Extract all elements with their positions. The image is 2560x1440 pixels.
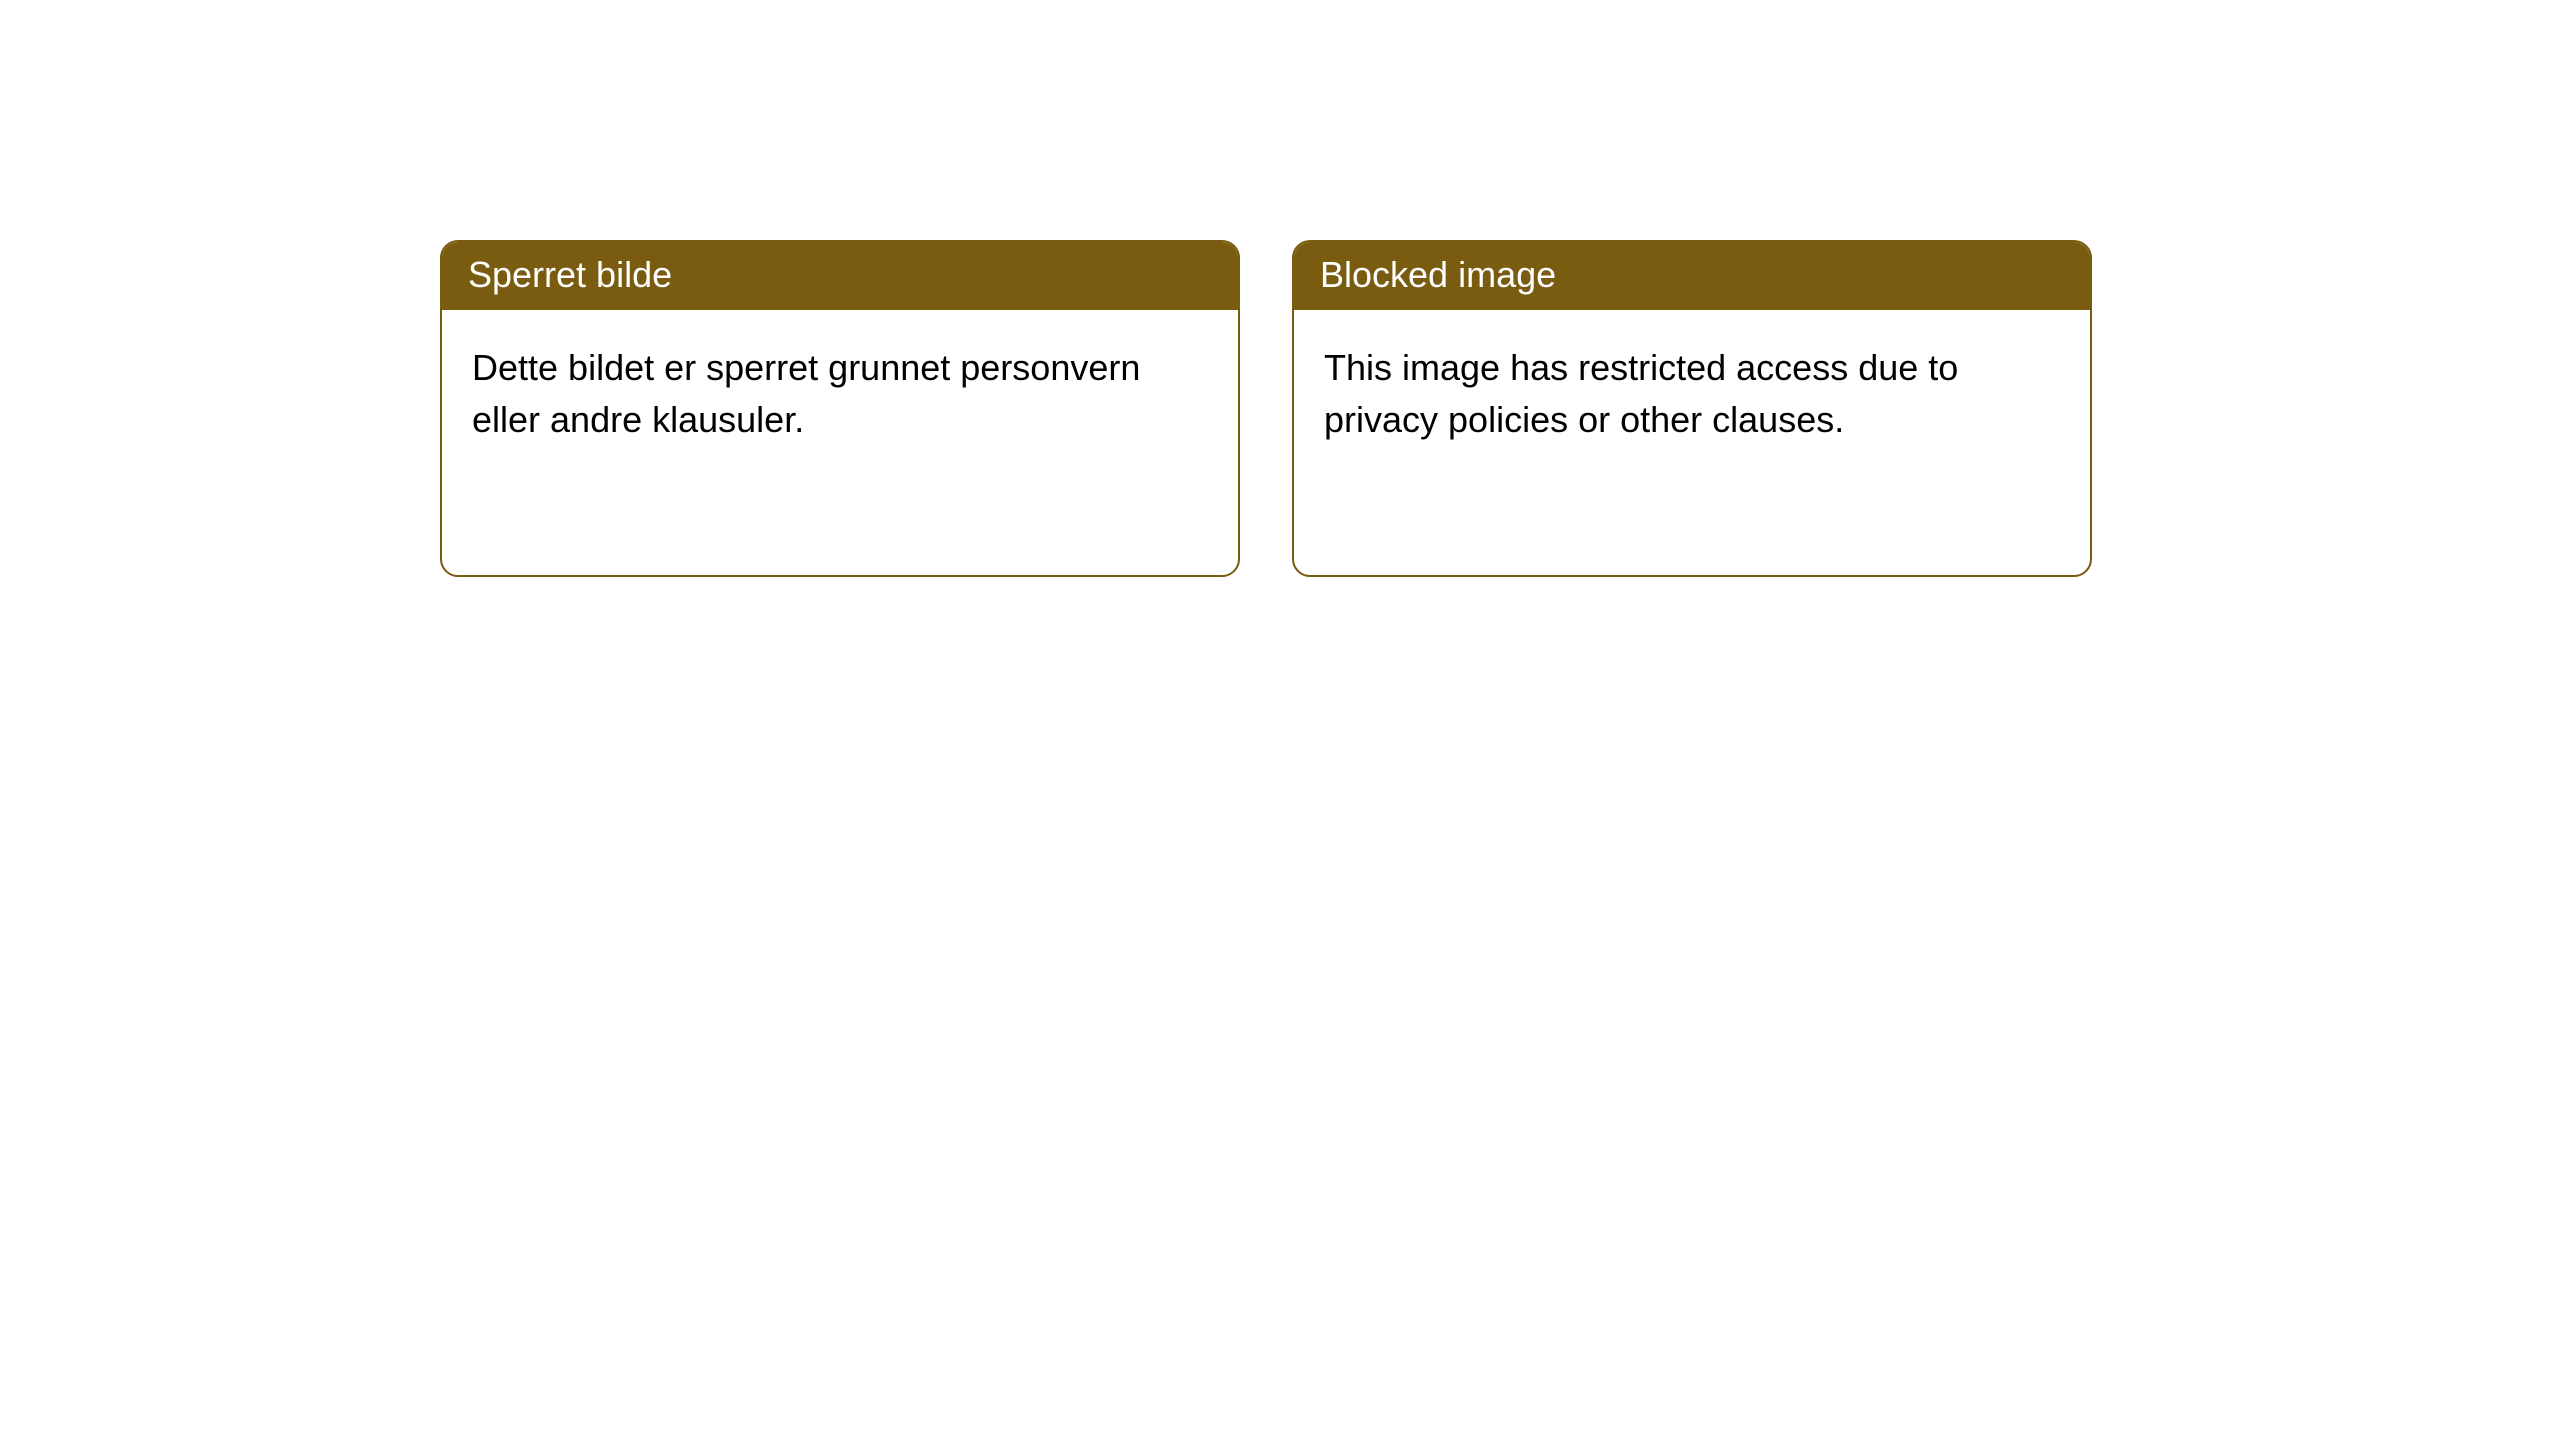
notice-card-norwegian: Sperret bilde Dette bildet er sperret gr… [440, 240, 1240, 577]
card-body-text: Dette bildet er sperret grunnet personve… [472, 347, 1140, 439]
card-header: Sperret bilde [442, 242, 1238, 310]
notice-card-english: Blocked image This image has restricted … [1292, 240, 2092, 577]
card-title: Sperret bilde [468, 254, 672, 295]
card-header: Blocked image [1294, 242, 2090, 310]
notice-cards-container: Sperret bilde Dette bildet er sperret gr… [0, 0, 2560, 577]
card-title: Blocked image [1320, 254, 1556, 295]
card-body-text: This image has restricted access due to … [1324, 347, 1958, 439]
card-body: Dette bildet er sperret grunnet personve… [442, 310, 1238, 575]
card-body: This image has restricted access due to … [1294, 310, 2090, 575]
